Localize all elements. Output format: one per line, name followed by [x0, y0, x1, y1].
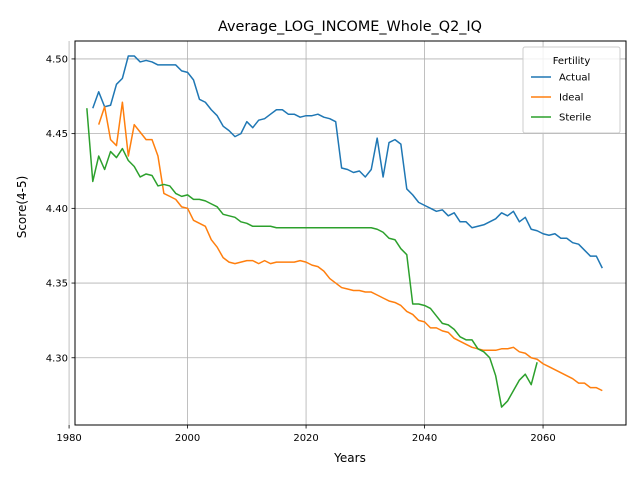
series-line-actual	[92, 55, 603, 269]
legend-title: Fertility	[553, 56, 591, 67]
y-tick-label: 4.35	[46, 279, 68, 290]
x-axis-ticks: 1980 2000 2020 2040 2060	[56, 425, 556, 444]
legend-label-actual: Actual	[559, 73, 590, 84]
chart-title: Average_LOG_INCOME_Whole_Q2_IQ	[218, 19, 482, 35]
x-tick-label: 2040	[412, 433, 437, 444]
x-tick-label: 2020	[293, 433, 318, 444]
x-tick-label: 2060	[530, 433, 555, 444]
x-tick-label: 1980	[56, 433, 81, 444]
y-tick-label: 4.30	[46, 353, 68, 364]
y-axis-ticks: 4.30 4.35 4.40 4.45 4.50	[46, 54, 75, 364]
legend: Fertility Actual Ideal Sterile	[522, 46, 621, 134]
series-line-ideal	[97, 101, 603, 392]
series-lines	[86, 55, 603, 408]
y-tick-label: 4.50	[46, 54, 68, 65]
legend-box	[522, 46, 621, 134]
series-line-sterile	[86, 108, 538, 408]
legend-label-sterile: Sterile	[559, 113, 591, 124]
x-tick-label: 2000	[175, 433, 200, 444]
legend-label-ideal: Ideal	[559, 93, 583, 104]
y-tick-label: 4.45	[46, 129, 68, 140]
y-tick-label: 4.40	[46, 204, 68, 215]
plot-frame	[74, 40, 627, 426]
x-axis-label: Years	[333, 451, 366, 465]
y-axis-label: Score(4-5)	[15, 176, 29, 239]
